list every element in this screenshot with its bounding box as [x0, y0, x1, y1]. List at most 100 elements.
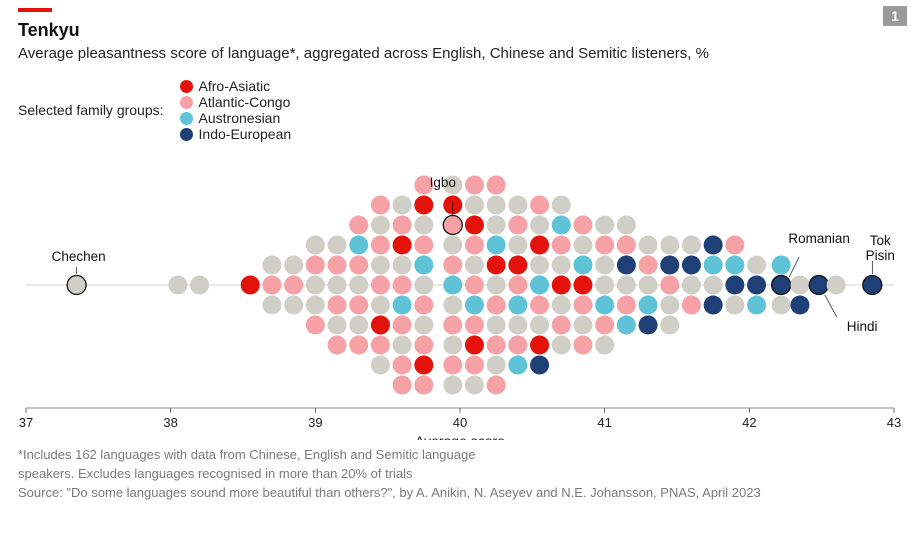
- data-point: [682, 296, 701, 315]
- data-point: [349, 316, 368, 335]
- data-point: [552, 216, 571, 235]
- data-point: [393, 336, 412, 355]
- x-tick-label: 43: [887, 415, 901, 430]
- data-point: [414, 216, 433, 235]
- data-point: [371, 356, 390, 375]
- annotation-label: Igbo: [430, 175, 456, 190]
- data-point: [863, 276, 882, 295]
- data-point: [617, 296, 636, 315]
- data-point: [465, 216, 484, 235]
- data-point: [465, 316, 484, 335]
- x-tick-label: 38: [163, 415, 177, 430]
- data-point: [443, 376, 462, 395]
- data-point: [595, 216, 614, 235]
- data-point: [508, 276, 527, 295]
- data-point: [704, 296, 723, 315]
- data-point: [371, 236, 390, 255]
- data-point: [328, 276, 347, 295]
- data-point: [465, 176, 484, 195]
- data-point: [328, 316, 347, 335]
- data-point: [725, 256, 744, 275]
- data-point: [704, 276, 723, 295]
- data-point: [393, 256, 412, 275]
- data-point: [747, 296, 766, 315]
- data-point: [508, 216, 527, 235]
- data-point: [725, 276, 744, 295]
- data-point: [371, 196, 390, 215]
- data-point: [443, 316, 462, 335]
- data-point: [414, 296, 433, 315]
- data-point: [725, 236, 744, 255]
- legend-item: Austronesian: [180, 110, 292, 126]
- data-point: [487, 356, 506, 375]
- data-point: [393, 236, 412, 255]
- data-point: [552, 296, 571, 315]
- legend-item-label: Afro-Asiatic: [199, 78, 271, 94]
- data-point: [168, 276, 187, 295]
- data-point: [809, 276, 828, 295]
- data-point: [487, 176, 506, 195]
- legend-dot-icon: [180, 128, 193, 141]
- chart-svg: ChechenIgboRomanianHindiTokPisin37383940…: [18, 150, 905, 440]
- data-point: [262, 276, 281, 295]
- annotation-leader: [789, 257, 799, 277]
- x-tick-label: 40: [453, 415, 467, 430]
- data-point: [414, 336, 433, 355]
- data-point: [190, 276, 209, 295]
- data-point: [660, 236, 679, 255]
- data-point: [465, 276, 484, 295]
- data-point: [639, 316, 658, 335]
- data-point: [790, 296, 809, 315]
- data-point: [573, 216, 592, 235]
- data-point: [747, 276, 766, 295]
- data-point: [573, 256, 592, 275]
- data-point: [660, 296, 679, 315]
- data-point: [465, 236, 484, 255]
- data-point: [393, 276, 412, 295]
- data-point: [530, 356, 549, 375]
- data-point: [443, 356, 462, 375]
- data-point: [328, 236, 347, 255]
- data-point: [371, 296, 390, 315]
- data-point: [487, 256, 506, 275]
- data-point: [371, 216, 390, 235]
- data-point: [573, 336, 592, 355]
- data-point: [639, 236, 658, 255]
- data-point: [393, 216, 412, 235]
- data-point: [443, 216, 462, 235]
- data-point: [595, 276, 614, 295]
- data-point: [552, 236, 571, 255]
- data-point: [682, 256, 701, 275]
- data-point: [349, 236, 368, 255]
- data-point: [306, 236, 325, 255]
- data-point: [530, 276, 549, 295]
- data-point: [660, 276, 679, 295]
- data-point: [306, 296, 325, 315]
- data-point: [349, 296, 368, 315]
- data-point: [414, 236, 433, 255]
- data-point: [465, 196, 484, 215]
- annotation-label: Chechen: [52, 249, 106, 264]
- data-point: [530, 296, 549, 315]
- data-point: [414, 376, 433, 395]
- x-axis-title: Average score: [415, 433, 505, 440]
- data-point: [487, 376, 506, 395]
- data-point: [617, 276, 636, 295]
- chart-number-badge: 1: [883, 6, 907, 26]
- data-point: [660, 316, 679, 335]
- data-point: [508, 316, 527, 335]
- data-point: [573, 316, 592, 335]
- data-point: [393, 316, 412, 335]
- data-point: [552, 196, 571, 215]
- data-point: [371, 336, 390, 355]
- data-point: [573, 296, 592, 315]
- data-point: [530, 196, 549, 215]
- data-point: [262, 256, 281, 275]
- data-point: [639, 256, 658, 275]
- data-point: [328, 256, 347, 275]
- data-point: [487, 296, 506, 315]
- annotation-label: Tok: [870, 233, 891, 248]
- data-point: [487, 236, 506, 255]
- data-point: [67, 276, 86, 295]
- data-point: [443, 336, 462, 355]
